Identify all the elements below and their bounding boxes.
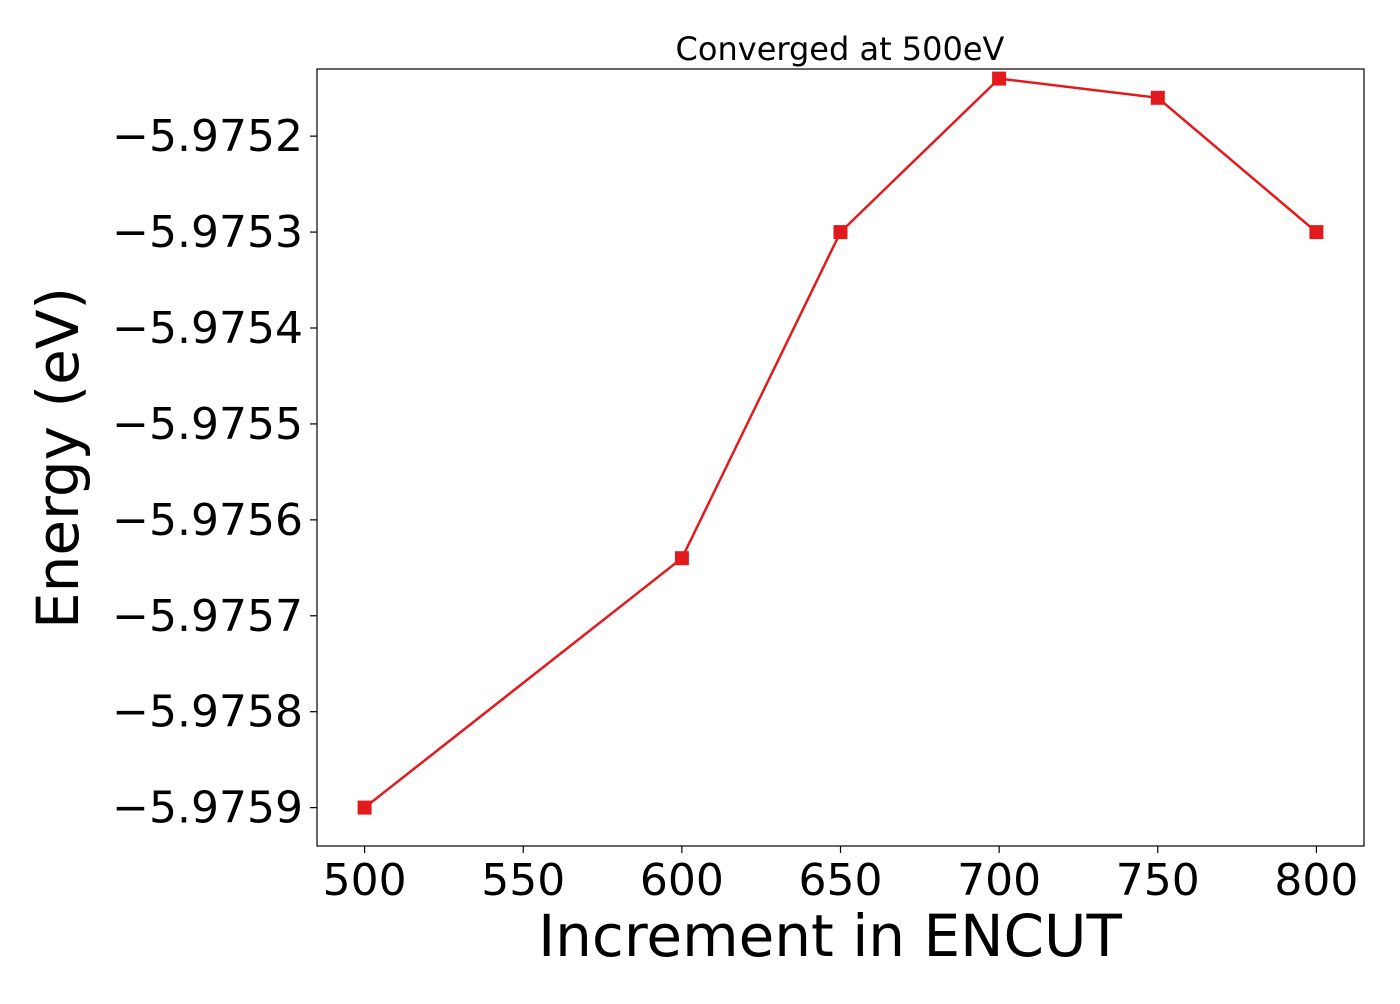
x-tick-label: 600 bbox=[640, 855, 724, 906]
x-tick-label: 650 bbox=[799, 855, 883, 906]
y-tick-label: −5.9752 bbox=[112, 111, 303, 162]
data-point-marker bbox=[357, 800, 372, 815]
series-line bbox=[363, 77, 1318, 809]
y-tick-label: −5.9754 bbox=[112, 303, 303, 354]
y-tick-label: −5.9755 bbox=[112, 399, 303, 450]
y-tick-label: −5.9759 bbox=[112, 783, 303, 834]
x-tick-label: 500 bbox=[323, 855, 407, 906]
x-axis-ticks: 500 550 600 650 700 750 800 bbox=[323, 846, 1358, 906]
chart-title: Converged at 500eV bbox=[676, 30, 1005, 68]
x-tick-label: 750 bbox=[1116, 855, 1200, 906]
plot-frame bbox=[316, 68, 1365, 847]
data-point-marker bbox=[674, 551, 689, 566]
y-axis-ticks: −5.9759 −5.9758 −5.9757 −5.9756 −5.9755 −5.97… bbox=[112, 111, 317, 834]
y-tick-label: −5.9758 bbox=[112, 687, 303, 738]
data-point-marker bbox=[833, 225, 848, 240]
data-point-marker bbox=[1309, 225, 1324, 240]
y-tick-label: −5.9753 bbox=[112, 207, 303, 258]
series-layer bbox=[357, 71, 1324, 815]
data-point-marker bbox=[992, 71, 1007, 86]
y-tick-label: −5.9757 bbox=[112, 591, 303, 642]
x-tick-label: 800 bbox=[1274, 855, 1358, 906]
x-axis-label: Increment in ENCUT bbox=[538, 902, 1122, 970]
x-tick-label: 700 bbox=[957, 855, 1041, 906]
x-tick-label: 550 bbox=[481, 855, 565, 906]
data-point-marker bbox=[1150, 90, 1165, 105]
y-tick-label: −5.9756 bbox=[112, 495, 303, 546]
y-axis-label: Energy (eV) bbox=[24, 287, 92, 629]
